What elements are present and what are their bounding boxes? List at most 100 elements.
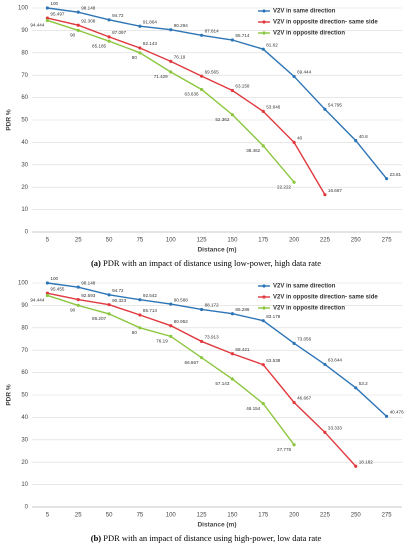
point	[138, 326, 142, 330]
x-tick-label: 150	[227, 238, 238, 244]
data-label: 100	[50, 276, 58, 281]
data-label: 80	[132, 330, 138, 335]
legend-label: V2V in opposite direction- same side	[273, 295, 378, 301]
x-tick-label: 250	[351, 238, 362, 244]
point	[261, 109, 265, 113]
x-tick-label: 100	[166, 513, 177, 519]
point	[138, 24, 142, 28]
point	[384, 177, 389, 181]
caption: (a) PDR with an impact of distance using…	[91, 258, 321, 268]
data-label: 91.864	[143, 19, 157, 24]
data-label: 95.455	[50, 286, 64, 291]
data-label: 85.185	[92, 43, 106, 48]
x-tick-label: 225	[320, 513, 331, 519]
x-axis-label: Distance (m)	[197, 247, 236, 254]
y-tick-label: 60	[21, 95, 28, 101]
point	[199, 307, 204, 312]
point	[230, 113, 235, 117]
point	[199, 74, 204, 78]
point	[76, 23, 80, 27]
data-label: 90.588	[174, 297, 188, 302]
data-label: 18.182	[359, 459, 373, 464]
point	[76, 303, 80, 307]
legend-marker	[262, 295, 266, 299]
x-tick-label: 5	[46, 513, 50, 519]
y-tick-label: 20	[21, 460, 28, 466]
x-tick-label: 200	[289, 238, 300, 244]
point	[138, 298, 142, 302]
data-label: 80.952	[174, 319, 188, 324]
data-label: 80	[132, 55, 138, 60]
data-label: 69.565	[205, 69, 219, 74]
point	[292, 180, 296, 184]
data-label: 71.429	[154, 74, 168, 79]
legend-label: V2V in same direction	[273, 9, 336, 15]
y-tick-label: 30	[21, 162, 28, 168]
data-label: 46.154	[246, 406, 260, 411]
legend-marker	[262, 9, 266, 13]
y-tick-label: 0	[25, 230, 29, 236]
point	[354, 464, 358, 468]
data-label: 63.538	[266, 358, 280, 363]
series-line	[47, 17, 326, 196]
point	[138, 51, 142, 55]
x-tick-label: 125	[197, 238, 208, 244]
data-label: 86.286	[235, 307, 249, 312]
legend-marker	[262, 31, 266, 35]
point	[45, 18, 50, 23]
y-tick-label: 60	[21, 370, 28, 376]
data-label: 85.714	[235, 33, 249, 38]
data-label: 27.778	[277, 447, 291, 452]
legend-marker	[262, 284, 266, 288]
y-tick-label: 40	[21, 140, 28, 146]
y-tick-label: 90	[21, 28, 28, 34]
x-tick-label: 75	[137, 513, 144, 519]
x-tick-label: 50	[106, 238, 113, 244]
x-tick-label: 25	[75, 238, 82, 244]
point	[354, 386, 358, 390]
data-label: 73.056	[297, 337, 311, 342]
series-line	[47, 7, 388, 180]
data-label: 40	[297, 136, 303, 141]
data-label: 23.81	[390, 172, 402, 177]
data-label: 63.636	[185, 92, 199, 97]
point	[261, 363, 265, 367]
x-tick-label: 75	[137, 238, 144, 244]
point	[230, 38, 235, 42]
point	[169, 324, 173, 328]
point	[261, 319, 265, 323]
data-label: 57.143	[215, 381, 229, 386]
data-label: 90.294	[174, 23, 188, 28]
data-label: 98.148	[81, 5, 95, 10]
data-label: 88.172	[205, 303, 219, 308]
point	[354, 139, 358, 143]
x-tick-label: 275	[382, 238, 393, 244]
y-tick-label: 10	[21, 482, 28, 488]
x-tick-label: 100	[166, 238, 177, 244]
data-label: 16.667	[328, 188, 342, 193]
data-label: 87.814	[205, 29, 219, 34]
point	[384, 414, 389, 418]
x-tick-label: 125	[197, 513, 208, 519]
data-label: 86.207	[92, 316, 106, 321]
legend-marker	[262, 306, 266, 310]
y-tick-label: 70	[21, 73, 28, 79]
data-label: 90	[70, 33, 76, 38]
data-label: 94.444	[30, 298, 44, 303]
y-axis-label: PDR %	[6, 384, 13, 406]
data-label: 98.148	[81, 280, 95, 285]
legend-marker	[262, 20, 266, 24]
data-label: 33.333	[328, 426, 342, 431]
data-label: 92.308	[81, 18, 95, 23]
point	[76, 10, 80, 14]
y-tick-label: 10	[21, 207, 28, 213]
x-tick-label: 275	[382, 513, 393, 519]
data-label: 46.667	[297, 396, 311, 401]
point	[45, 6, 50, 10]
x-tick-label: 200	[289, 513, 300, 519]
point	[169, 28, 173, 32]
caption-text: PDR with an impact of distance using hig…	[103, 533, 321, 543]
data-label: 92.542	[143, 293, 157, 298]
y-tick-label: 90	[21, 303, 28, 309]
point	[323, 193, 327, 197]
